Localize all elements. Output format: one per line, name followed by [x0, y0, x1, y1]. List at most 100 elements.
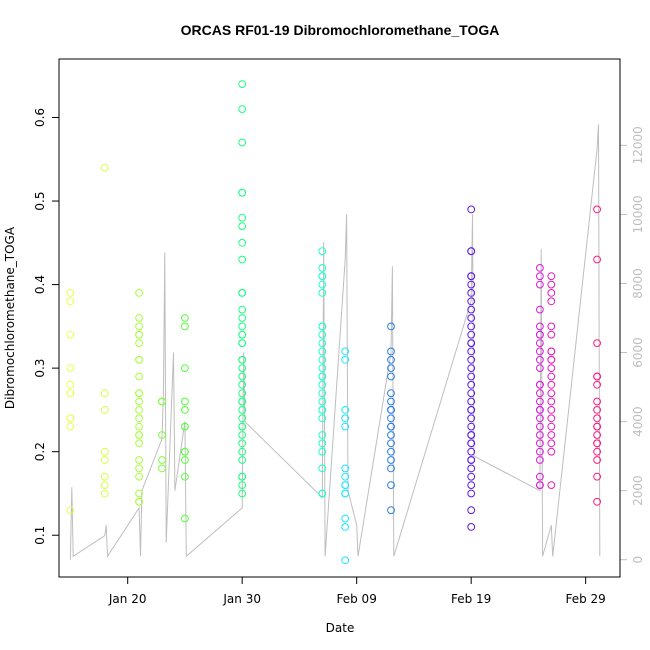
data-point — [467, 422, 476, 431]
data-point — [318, 431, 327, 439]
data-point — [467, 314, 476, 322]
data-point — [467, 355, 476, 364]
data-point — [593, 456, 601, 464]
data-point — [467, 456, 476, 464]
data-point — [135, 456, 144, 464]
data-point — [238, 105, 247, 113]
data-point — [318, 447, 327, 456]
data-point — [158, 397, 166, 406]
data-point — [593, 414, 601, 423]
data-point — [536, 439, 544, 448]
data-point — [536, 380, 544, 389]
y-tick-label: 0.5 — [33, 191, 47, 210]
data-point — [547, 297, 556, 306]
data-point — [181, 514, 189, 523]
data-point — [100, 481, 109, 490]
data-point — [238, 380, 247, 389]
data-point — [318, 414, 327, 423]
data-point — [387, 406, 395, 414]
data-point — [467, 447, 476, 456]
data-point — [238, 355, 247, 364]
x-tick-label: Feb 09 — [337, 592, 377, 606]
data-point — [135, 406, 144, 414]
data-point — [536, 431, 544, 439]
data-point — [547, 347, 556, 356]
data-point — [341, 514, 350, 523]
data-point — [318, 397, 327, 406]
data-point — [238, 255, 247, 264]
data-point — [181, 314, 189, 322]
series-rf12 — [547, 272, 556, 490]
y2-tick-label: 2000 — [631, 475, 645, 506]
y-tick-label: 0.4 — [33, 275, 47, 294]
data-point — [100, 472, 109, 481]
data-point — [467, 506, 476, 515]
data-point — [547, 397, 556, 406]
data-point — [238, 314, 247, 322]
data-point — [536, 330, 544, 339]
data-point — [593, 447, 601, 456]
data-point — [467, 205, 476, 214]
data-point — [536, 272, 544, 281]
data-point — [547, 355, 556, 364]
y2-tick-label: 0 — [631, 556, 645, 564]
data-point — [238, 447, 247, 456]
data-point — [467, 464, 476, 473]
data-point — [387, 322, 395, 331]
data-point — [593, 255, 601, 264]
data-point — [135, 389, 144, 398]
data-point — [318, 247, 327, 256]
data-point — [66, 364, 75, 373]
data-point — [467, 489, 476, 498]
data-point — [387, 481, 395, 490]
y-tick-label: 0.3 — [33, 359, 47, 378]
data-point — [547, 272, 556, 281]
data-point — [467, 372, 476, 381]
data-point — [135, 397, 144, 406]
data-point — [181, 456, 189, 464]
data-point — [536, 447, 544, 456]
data-point — [341, 556, 350, 565]
data-point — [135, 322, 144, 331]
data-point — [66, 380, 75, 389]
y2-tick-label: 6000 — [631, 337, 645, 368]
data-point — [238, 330, 247, 339]
series-rf01 — [66, 289, 75, 515]
data-point — [318, 339, 327, 348]
y2-tick-label: 8000 — [631, 268, 645, 299]
data-point — [238, 188, 247, 197]
data-point — [181, 397, 189, 406]
data-point — [593, 431, 601, 439]
data-point — [318, 406, 327, 414]
x-tick-label: Jan 20 — [108, 592, 147, 606]
data-point — [593, 380, 601, 389]
data-point — [238, 222, 247, 231]
data-point — [341, 481, 350, 490]
data-point — [318, 264, 327, 272]
data-point — [536, 364, 544, 373]
data-point — [238, 456, 247, 464]
data-point — [135, 355, 144, 364]
data-point — [536, 406, 544, 414]
data-point — [467, 406, 476, 414]
data-point — [467, 389, 476, 398]
data-point — [536, 481, 544, 490]
data-point — [547, 289, 556, 297]
data-point — [536, 280, 544, 289]
data-point — [536, 347, 544, 356]
data-point — [318, 280, 327, 289]
data-point — [238, 397, 247, 406]
x-tick-label: Jan 30 — [222, 592, 261, 606]
data-point — [387, 456, 395, 464]
series-rf03 — [135, 289, 144, 506]
data-point — [467, 280, 476, 289]
data-point — [318, 372, 327, 381]
data-point — [318, 464, 327, 473]
series-rf04 — [158, 397, 166, 473]
data-point — [547, 372, 556, 381]
data-point — [181, 447, 189, 456]
data-point — [387, 347, 395, 356]
data-point — [467, 481, 476, 490]
series-rf10 — [467, 205, 476, 531]
